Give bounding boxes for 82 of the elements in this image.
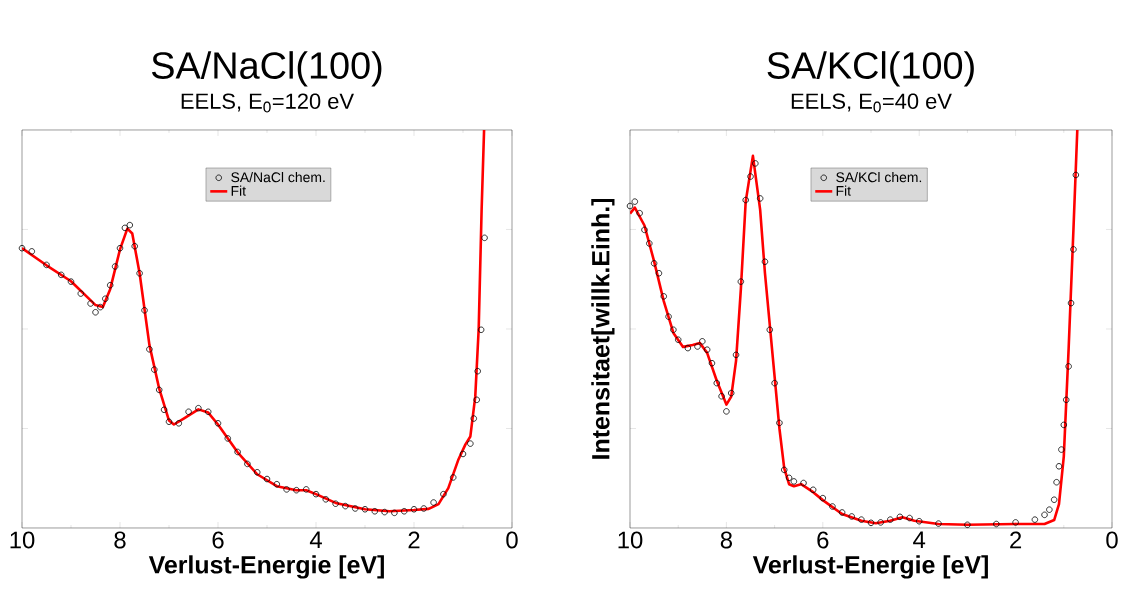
point [77, 290, 84, 297]
point [165, 418, 173, 425]
point [391, 509, 398, 517]
point [420, 505, 427, 512]
x-tick-label: 4 [309, 531, 322, 548]
chart-subtitle: EELS, E$_{0}$=120 eV [181, 93, 354, 113]
point [185, 408, 192, 415]
point [43, 261, 50, 269]
point [160, 406, 168, 413]
point [473, 396, 480, 404]
point [131, 243, 138, 250]
x-tick-label: 6 [817, 531, 829, 549]
point [58, 271, 65, 279]
point [401, 508, 408, 515]
point [92, 309, 99, 316]
point [303, 486, 310, 493]
point [141, 307, 148, 314]
y-axis-title: Intensitaet[willk.Einh.] [591, 198, 615, 459]
x-tick-label: 8 [720, 531, 733, 549]
point [126, 221, 133, 229]
x-tick-label: 4 [913, 531, 926, 548]
point [175, 420, 182, 427]
point [102, 295, 109, 302]
point [410, 506, 418, 513]
point [474, 367, 481, 375]
legend-label: SA/NaCl chem. [231, 171, 325, 183]
x-axis-title: Verlust-Energie [eV] [148, 555, 384, 579]
point [116, 244, 124, 252]
legend-label: Fit [231, 185, 246, 196]
point [244, 460, 251, 468]
point [121, 224, 129, 232]
point [136, 270, 143, 277]
point [87, 300, 94, 307]
point [273, 481, 281, 488]
point [467, 440, 474, 447]
x-tick-label: 10 [618, 531, 643, 549]
x-tick-label: 2 [1010, 531, 1022, 549]
legend-label: Fit [836, 185, 851, 196]
point [234, 448, 241, 456]
x-tick-label: 0 [1106, 531, 1118, 549]
point [195, 404, 202, 412]
x-tick-label: 10 [10, 531, 35, 549]
x-tick-label: 2 [408, 531, 420, 549]
chart-title: SA/KCl(100) [767, 51, 974, 87]
point [459, 450, 467, 458]
point [332, 500, 339, 507]
point [111, 263, 119, 270]
point [342, 502, 349, 510]
point [283, 486, 290, 493]
point [28, 248, 35, 255]
x-tick-label: 6 [212, 531, 224, 549]
point [97, 303, 104, 311]
x-tick-label: 8 [114, 531, 126, 549]
chart-subtitle: EELS, E$_{0}$=40 eV [791, 93, 952, 113]
legend-label: SA/KCl chem. [836, 171, 922, 183]
x-axis-title: Verlust-Energie [eV] [752, 555, 988, 579]
point [214, 420, 222, 427]
point [430, 499, 437, 506]
point [263, 475, 271, 483]
point [312, 490, 320, 498]
point [361, 506, 369, 513]
point [322, 496, 329, 503]
chart-title: SA/NaCl(100) [151, 51, 382, 87]
point [254, 469, 261, 476]
point [224, 435, 232, 442]
point [205, 408, 212, 415]
point [477, 326, 485, 333]
point [352, 505, 359, 512]
point [293, 486, 300, 494]
point [450, 474, 457, 481]
point [107, 282, 114, 289]
point [371, 508, 378, 515]
point [156, 386, 163, 394]
point [440, 490, 447, 498]
point [146, 346, 153, 353]
point [481, 234, 488, 242]
point [18, 244, 26, 252]
point [381, 508, 388, 516]
x-tick-label: 0 [506, 531, 518, 549]
point [151, 366, 158, 373]
point [470, 415, 477, 422]
point [67, 278, 75, 285]
